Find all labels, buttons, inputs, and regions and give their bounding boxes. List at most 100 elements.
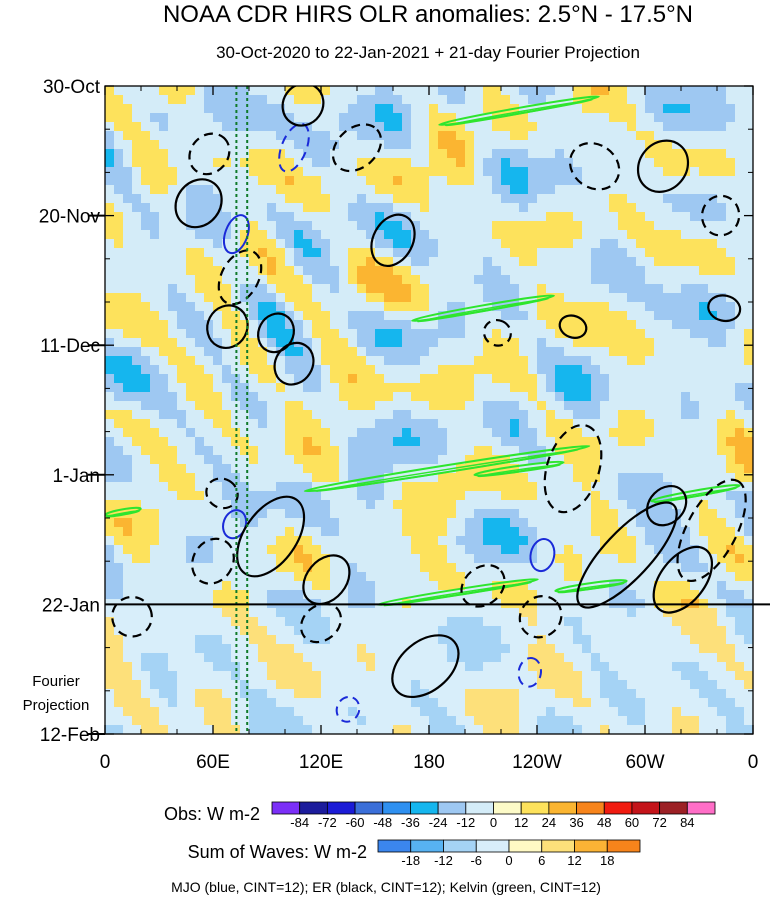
field-cell: [663, 662, 673, 672]
field-cell: [114, 248, 124, 258]
field-cell: [123, 365, 133, 375]
field-cell: [384, 365, 394, 375]
field-cell: [177, 608, 187, 618]
field-cell: [375, 482, 385, 492]
field-cell: [402, 131, 412, 141]
field-cell: [438, 446, 448, 456]
field-cell: [447, 302, 457, 312]
field-cell: [645, 356, 655, 366]
field-cell: [150, 338, 160, 348]
field-cell: [717, 239, 727, 249]
field-cell: [150, 284, 160, 294]
field-cell: [411, 392, 421, 402]
field-cell: [528, 590, 538, 600]
field-cell: [465, 581, 475, 591]
field-cell: [312, 365, 322, 375]
field-cell: [699, 446, 709, 456]
field-cell: [726, 158, 736, 168]
field-cell: [528, 284, 538, 294]
field-cell: [429, 572, 439, 582]
field-cell: [699, 284, 709, 294]
field-cell: [393, 446, 403, 456]
field-cell: [303, 329, 313, 339]
field-cell: [213, 500, 223, 510]
field-cell: [159, 383, 169, 393]
field-cell: [123, 554, 133, 564]
field-cell: [258, 356, 268, 366]
field-cell: [564, 482, 574, 492]
field-cell: [465, 248, 475, 258]
field-cell: [375, 509, 385, 519]
field-cell: [537, 257, 547, 267]
field-cell: [690, 590, 700, 600]
field-cell: [150, 167, 160, 177]
field-cell: [681, 509, 691, 519]
field-cell: [321, 203, 331, 213]
field-cell: [276, 698, 286, 708]
field-cell: [537, 653, 547, 663]
field-cell: [573, 230, 583, 240]
field-cell: [303, 392, 313, 402]
field-cell: [366, 95, 376, 105]
field-cell: [321, 464, 331, 474]
field-cell: [141, 320, 151, 330]
field-cell: [312, 653, 322, 663]
field-cell: [366, 131, 376, 141]
field-cell: [501, 617, 511, 627]
field-cell: [555, 527, 565, 537]
field-cell: [303, 500, 313, 510]
field-cell: [321, 410, 331, 420]
field-cell: [690, 680, 700, 690]
field-cell: [654, 293, 664, 303]
field-cell: [735, 158, 745, 168]
field-cell: [492, 194, 502, 204]
field-cell: [213, 401, 223, 411]
field-cell: [420, 626, 430, 636]
field-cell: [483, 428, 493, 438]
field-cell: [429, 554, 439, 564]
field-cell: [330, 302, 340, 312]
field-cell: [735, 122, 745, 132]
field-cell: [528, 311, 538, 321]
field-cell: [195, 500, 205, 510]
field-cell: [222, 644, 232, 654]
field-cell: [411, 671, 421, 681]
field-cell: [564, 320, 574, 330]
field-cell: [159, 293, 169, 303]
field-cell: [618, 644, 628, 654]
field-cell: [438, 554, 448, 564]
field-cell: [312, 491, 322, 501]
field-cell: [582, 140, 592, 150]
field-cell: [150, 554, 160, 564]
field-cell: [240, 293, 250, 303]
field-cell: [375, 212, 385, 222]
field-cell: [393, 680, 403, 690]
field-cell: [393, 140, 403, 150]
field-cell: [690, 689, 700, 699]
field-cell: [123, 419, 133, 429]
field-cell: [159, 635, 169, 645]
field-cell: [681, 140, 691, 150]
field-cell: [249, 185, 259, 195]
field-cell: [267, 95, 277, 105]
field-cell: [285, 284, 295, 294]
field-cell: [654, 428, 664, 438]
field-cell: [618, 617, 628, 627]
field-cell: [411, 563, 421, 573]
field-cell: [339, 149, 349, 159]
field-cell: [672, 149, 682, 159]
field-cell: [159, 617, 169, 627]
field-cell: [474, 437, 484, 447]
field-cell: [474, 131, 484, 141]
field-cell: [357, 635, 367, 645]
field-cell: [690, 284, 700, 294]
field-cell: [420, 104, 430, 114]
field-cell: [519, 374, 529, 384]
field-cell: [276, 176, 286, 186]
field-cell: [744, 554, 753, 564]
field-cell: [609, 302, 619, 312]
field-cell: [636, 122, 646, 132]
field-cell: [168, 230, 178, 240]
field-cell: [636, 428, 646, 438]
field-cell: [618, 554, 628, 564]
